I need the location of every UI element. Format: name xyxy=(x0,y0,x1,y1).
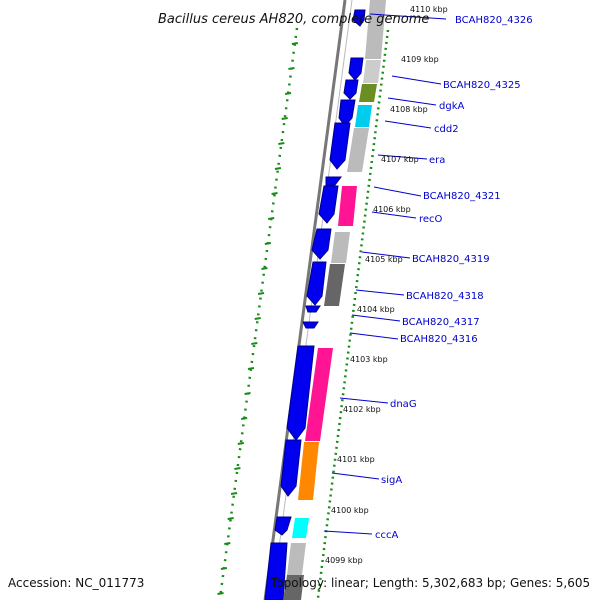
major-tick xyxy=(234,467,241,470)
gene-label-era[interactable]: era xyxy=(429,155,445,166)
category-block xyxy=(298,442,319,500)
major-tick xyxy=(271,192,278,195)
cds-arrow xyxy=(286,345,315,441)
major-tick xyxy=(251,342,258,345)
major-tick xyxy=(291,42,299,45)
category-block xyxy=(305,348,333,441)
gene-label-siga[interactable]: sigA xyxy=(381,475,402,486)
major-tick xyxy=(274,167,282,170)
kbp-label: 4102 kbp xyxy=(343,405,381,414)
gene-label-dgka[interactable]: dgkA xyxy=(439,101,464,112)
cds-arrow xyxy=(274,516,292,536)
cds-arrow xyxy=(305,305,321,313)
category-block xyxy=(283,575,304,600)
kbp-label: 4099 kbp xyxy=(325,556,363,565)
gene-label-cdd2[interactable]: cdd2 xyxy=(434,124,459,135)
kbp-labels: 4110 kbp 4109 kbp 4108 kbp 4107 kbp 4106… xyxy=(325,5,448,565)
major-tick xyxy=(261,267,268,270)
gene-label-bcah820-4326[interactable]: BCAH820_4326 xyxy=(455,15,533,26)
cds-track xyxy=(264,9,366,600)
major-tick xyxy=(230,492,238,495)
major-tick xyxy=(281,117,288,120)
category-block xyxy=(287,543,306,575)
cds-arrow xyxy=(343,79,359,100)
category-block xyxy=(365,0,386,59)
major-tick xyxy=(241,417,248,420)
backbone-line xyxy=(263,0,347,600)
major-tick xyxy=(254,317,261,320)
major-tick xyxy=(220,567,228,570)
major-tick xyxy=(278,142,285,145)
category-block xyxy=(355,105,372,127)
major-tick xyxy=(257,292,265,295)
cds-arrow xyxy=(325,176,342,186)
major-tick xyxy=(247,367,255,370)
kbp-label: 4109 kbp xyxy=(401,55,439,64)
cds-arrow xyxy=(280,439,302,497)
major-tick xyxy=(264,242,271,245)
gene-leaders xyxy=(323,13,447,535)
kbp-label: 4104 kbp xyxy=(357,305,395,314)
gene-label-dnag[interactable]: dnaG xyxy=(390,399,417,410)
gene-label-bcah820-4317[interactable]: BCAH820_4317 xyxy=(402,317,480,328)
kbp-label: 4106 kbp xyxy=(373,205,411,214)
major-tick xyxy=(244,392,251,395)
kbp-label: 4108 kbp xyxy=(390,105,428,114)
kbp-label: 4107 kbp xyxy=(381,155,419,164)
major-tick-marks xyxy=(217,42,299,595)
category-block xyxy=(359,84,377,102)
genome-summary: Topology: linear; Length: 5,302,683 bp; … xyxy=(270,576,590,590)
gene-labels: BCAH820_4326 BCAH820_4325 dgkA cdd2 era … xyxy=(375,15,533,541)
gene-label-bcah820-4316[interactable]: BCAH820_4316 xyxy=(400,334,478,345)
major-tick xyxy=(224,542,231,545)
major-tick xyxy=(237,442,244,445)
kbp-label: 4100 kbp xyxy=(331,506,369,515)
major-tick xyxy=(227,517,234,520)
gene-label-reco[interactable]: recO xyxy=(419,214,443,225)
category-block xyxy=(324,264,345,306)
major-tick xyxy=(288,67,295,70)
cds-arrow xyxy=(338,99,356,127)
gene-label-bcah820-4318[interactable]: BCAH820_4318 xyxy=(406,291,484,302)
gene-label-bcah820-4321[interactable]: BCAH820_4321 xyxy=(423,191,501,202)
accession-label: Accession: NC_011773 xyxy=(8,576,144,590)
cds-arrow xyxy=(302,321,319,329)
map-title: Bacillus cereus AH820, complete genome xyxy=(158,12,429,27)
kbp-label: 4103 kbp xyxy=(350,355,388,364)
cds-arrow xyxy=(264,542,288,600)
cds-arrow xyxy=(306,261,327,306)
cds-arrow xyxy=(318,185,339,224)
gene-label-bcah820-4319[interactable]: BCAH820_4319 xyxy=(412,254,490,265)
minor-tick-column xyxy=(218,27,299,599)
cds-arrow xyxy=(352,9,366,27)
kbp-label: 4105 kbp xyxy=(365,255,403,264)
category-block xyxy=(347,128,369,172)
cds-arrow xyxy=(311,228,332,260)
cds-arrow xyxy=(348,57,364,81)
cds-arrow xyxy=(329,122,351,170)
major-tick xyxy=(284,92,292,95)
kbp-label: 4101 kbp xyxy=(337,455,375,464)
gene-label-ccca[interactable]: cccA xyxy=(375,530,398,541)
major-tick xyxy=(268,217,275,220)
gene-label-bcah820-4325[interactable]: BCAH820_4325 xyxy=(443,80,521,91)
major-tick xyxy=(217,592,224,595)
category-block xyxy=(331,232,350,263)
kbp-label: 4110 kbp xyxy=(410,5,448,14)
category-block xyxy=(363,60,381,83)
category-block xyxy=(292,518,309,538)
category-block xyxy=(338,186,357,226)
